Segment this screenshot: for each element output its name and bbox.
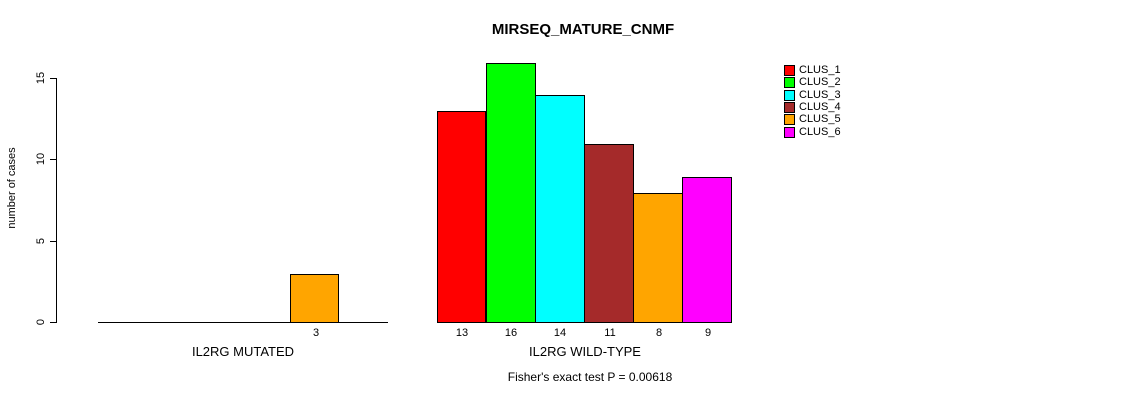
y-axis-title: number of cases xyxy=(6,147,18,229)
y-axis-tick xyxy=(50,322,56,323)
bar-clus_5 xyxy=(633,193,683,323)
y-axis-tick xyxy=(50,78,56,79)
bar-value-label: 9 xyxy=(704,327,712,339)
legend-swatch xyxy=(784,127,795,138)
group-baseline xyxy=(98,322,388,323)
legend-label: CLUS_4 xyxy=(799,101,841,113)
y-axis-tick-label: 15 xyxy=(35,71,47,85)
legend-item: CLUS_3 xyxy=(784,90,841,101)
legend-label: CLUS_1 xyxy=(799,64,841,76)
legend-label: CLUS_5 xyxy=(799,113,841,125)
bar-value-label: 16 xyxy=(504,327,518,339)
legend-swatch xyxy=(784,114,795,125)
bar-clus_3 xyxy=(535,95,585,323)
y-axis-tick xyxy=(50,159,56,160)
legend-swatch xyxy=(784,65,795,76)
bar-value-label: 8 xyxy=(655,327,663,339)
legend-item: CLUS_4 xyxy=(784,102,841,113)
group-label: IL2RG WILD-TYPE xyxy=(529,344,641,359)
group-label: IL2RG MUTATED xyxy=(191,344,295,359)
y-axis-tick-label: 10 xyxy=(35,152,47,166)
bar-value-label: 11 xyxy=(604,327,616,339)
legend-item: CLUS_2 xyxy=(784,77,841,88)
bar-clus_4 xyxy=(584,144,634,323)
y-axis-tick-label: 0 xyxy=(35,318,47,326)
legend-label: CLUS_3 xyxy=(799,89,841,101)
bar-clus_1 xyxy=(437,111,486,323)
legend-item: CLUS_1 xyxy=(784,65,841,76)
legend-swatch xyxy=(784,102,795,113)
chart-subtitle: Fisher's exact test P = 0.00618 xyxy=(507,370,673,384)
bar-clus_2 xyxy=(486,63,536,323)
bar-clus_6 xyxy=(682,177,732,323)
legend-label: CLUS_2 xyxy=(799,76,841,88)
bar-clus_5 xyxy=(290,274,339,323)
y-axis-tick-label: 5 xyxy=(35,237,47,245)
legend-swatch xyxy=(784,77,795,88)
legend-swatch xyxy=(784,90,795,101)
y-axis-line xyxy=(56,78,57,323)
bar-value-label: 13 xyxy=(455,327,469,339)
y-axis-tick xyxy=(50,241,56,242)
chart-title: MIRSEQ_MATURE_CNMF xyxy=(491,21,675,38)
legend-item: CLUS_6 xyxy=(784,127,841,138)
legend-item: CLUS_5 xyxy=(784,114,841,125)
legend: CLUS_1 CLUS_2 CLUS_3 CLUS_4 CLUS_5 CLUS_6 xyxy=(784,65,904,145)
bar-value-label: 3 xyxy=(312,327,320,339)
bar-value-label: 14 xyxy=(553,327,567,339)
legend-label: CLUS_6 xyxy=(799,126,841,138)
